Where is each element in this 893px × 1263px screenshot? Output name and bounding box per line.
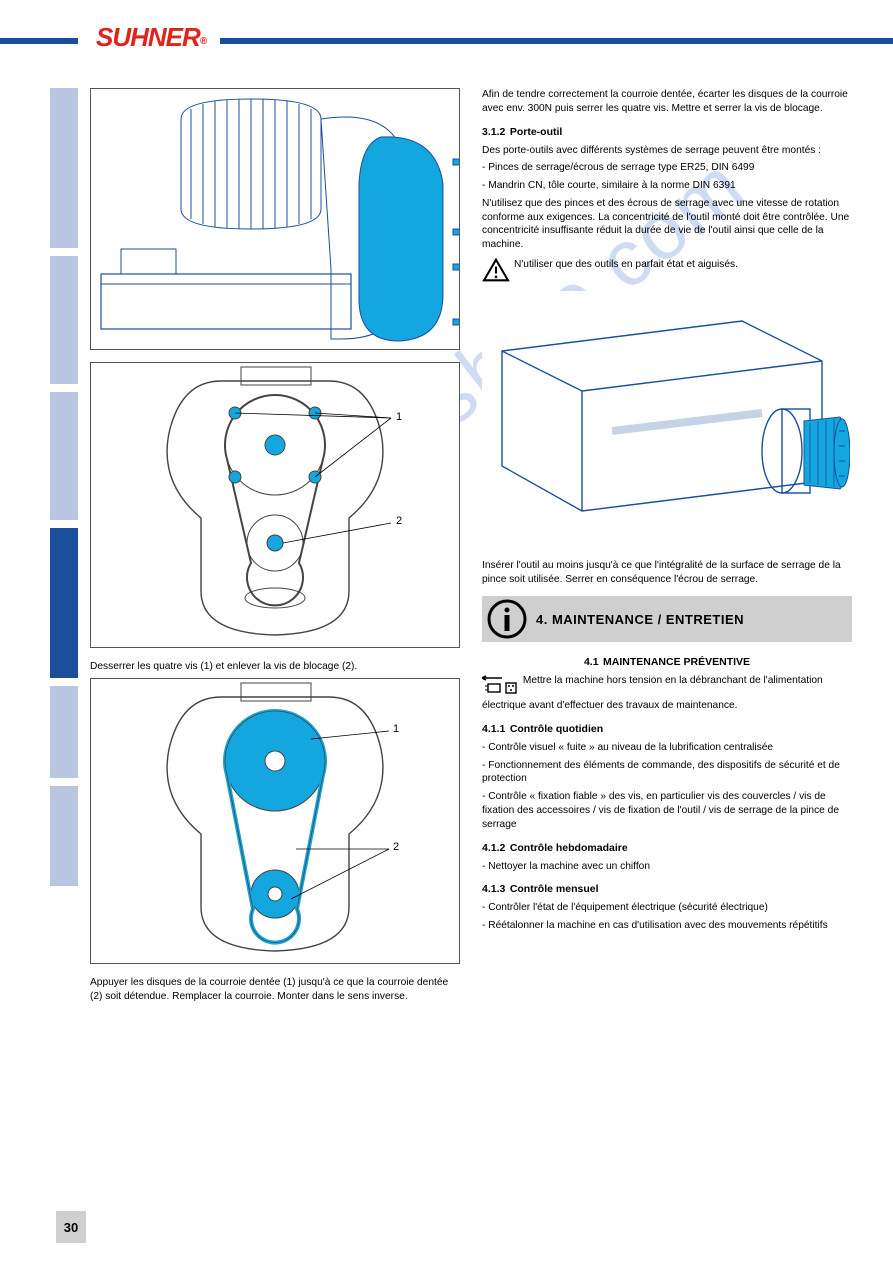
list-item: - Fonctionnement des éléments de command… bbox=[482, 759, 852, 787]
section-title: Contrôle mensuel bbox=[510, 883, 599, 895]
sidebar-tab bbox=[50, 686, 78, 778]
section-banner: 4. MAINTENANCE / ENTRETIEN bbox=[482, 596, 852, 642]
paragraph: N'utilisez que des pinces et des écrous … bbox=[482, 197, 852, 252]
page-number: 30 bbox=[56, 1211, 86, 1243]
list-item: - Nettoyer la machine avec un chiffon bbox=[482, 860, 852, 874]
sidebar-tabs bbox=[50, 88, 78, 894]
section-heading: 3.1.2 Porte-outil bbox=[482, 122, 852, 140]
list-item: - Mandrin CN, tôle courte, similaire à l… bbox=[482, 179, 852, 193]
section-heading: 4.1.3 Contrôle mensuel bbox=[482, 879, 852, 897]
sidebar-tab-active bbox=[50, 528, 78, 678]
paragraph: Des porte-outils avec différents système… bbox=[482, 144, 852, 158]
sidebar-tab bbox=[50, 88, 78, 248]
warning-icon bbox=[482, 258, 510, 287]
sidebar-tab bbox=[50, 786, 78, 886]
warning-block: N'utiliser que des outils en parfait éta… bbox=[482, 258, 852, 287]
sidebar-tab bbox=[50, 392, 78, 520]
list-item: - Pinces de serrage/écrous de serrage ty… bbox=[482, 161, 852, 175]
unplug-text: Mettre la machine hors tension en la déb… bbox=[482, 675, 823, 711]
header-rule-right bbox=[220, 38, 893, 44]
figure-tool-holder bbox=[482, 291, 852, 547]
figure-svg bbox=[91, 363, 459, 649]
brand-logo: SUHNER® bbox=[96, 22, 206, 53]
figure-motor-cover bbox=[90, 88, 460, 350]
paragraph: Appuyer les disques de la courroie denté… bbox=[90, 976, 460, 1004]
list-item: - Contrôle visuel « fuite » au niveau de… bbox=[482, 741, 852, 755]
column-left: 1 2 Desserrer les quatre vis (1) et enle… bbox=[90, 88, 460, 1007]
section-banner-title: 4. MAINTENANCE / ENTRETIEN bbox=[536, 612, 744, 627]
list-item: - Réétalonner la machine en cas d'utilis… bbox=[482, 919, 852, 933]
callout-2: 2 bbox=[396, 515, 402, 527]
section-number: 3.1.2 bbox=[482, 126, 505, 138]
brand-reg: ® bbox=[200, 36, 206, 47]
section-title: Contrôle hebdomadaire bbox=[510, 842, 628, 854]
warning-text: N'utiliser que des outils en parfait éta… bbox=[510, 258, 738, 287]
figure-svg bbox=[91, 679, 459, 965]
section-heading: 4.1.2 Contrôle hebdomadaire bbox=[482, 838, 852, 856]
section-heading: 4.1.1 Contrôle quotidien bbox=[482, 719, 852, 737]
list-item: - Contrôle « fixation fiable » des vis, … bbox=[482, 790, 852, 831]
section-number: 4.1.2 bbox=[482, 842, 505, 854]
sidebar-tab bbox=[50, 256, 78, 384]
figure-svg bbox=[91, 89, 459, 351]
paragraph: Mettre la machine hors tension en la déb… bbox=[482, 674, 852, 713]
section-title: Contrôle quotidien bbox=[510, 723, 603, 735]
section-number: 4.1.3 bbox=[482, 883, 505, 895]
callout-1: 1 bbox=[396, 411, 402, 423]
section-title: MAINTENANCE PRÉVENTIVE bbox=[603, 656, 750, 668]
section-number: 4.1.1 bbox=[482, 723, 505, 735]
figure-belt-loosen: 1 2 bbox=[90, 362, 460, 648]
section-number: 4.1 bbox=[584, 656, 599, 668]
callout-2: 2 bbox=[393, 841, 399, 853]
paragraph: Insérer l'outil au moins jusqu'à ce que … bbox=[482, 559, 852, 587]
column-right: Afin de tendre correctement la courroie … bbox=[482, 88, 852, 937]
paragraph: Afin de tendre correctement la courroie … bbox=[482, 88, 852, 116]
section-title: Porte-outil bbox=[510, 126, 563, 138]
paragraph: Desserrer les quatre vis (1) et enlever … bbox=[90, 660, 460, 674]
callout-1: 1 bbox=[393, 723, 399, 735]
section-heading: 4.1 MAINTENANCE PRÉVENTIVE bbox=[482, 652, 852, 670]
unplug-icon bbox=[482, 674, 520, 699]
brand-text: SUHNER bbox=[96, 22, 200, 52]
list-item: - Contrôler l'état de l'équipement élect… bbox=[482, 901, 852, 915]
header-rule-left bbox=[0, 38, 78, 44]
info-icon bbox=[486, 598, 528, 640]
figure-belt-replace: 1 2 bbox=[90, 678, 460, 964]
figure-svg bbox=[482, 291, 850, 547]
